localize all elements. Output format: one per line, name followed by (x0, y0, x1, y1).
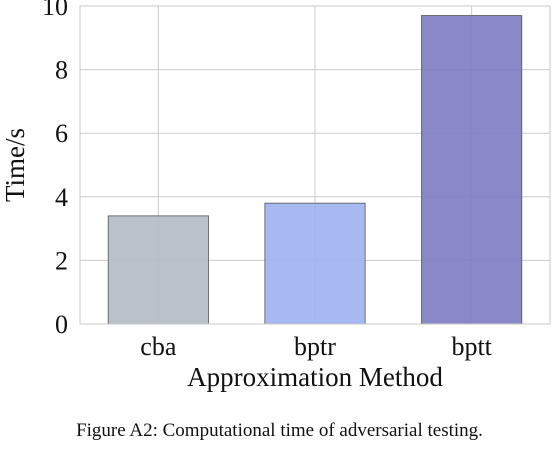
bars (107, 15, 523, 325)
y-axis-label: Time/s (0, 128, 30, 202)
bar-bptt (421, 15, 523, 325)
bar-chart: 0 2 4 6 8 10 cba bptr bptt Approximation Method… (0, 0, 551, 392)
x-tick-label: bptr (294, 332, 336, 361)
y-tick-label: 6 (55, 119, 68, 148)
y-tick-label: 0 (55, 310, 68, 339)
plot-frame (79, 5, 551, 325)
y-tick-labels: 0 2 4 6 8 10 (42, 0, 68, 339)
bar-cba (107, 215, 209, 325)
chart-canvas: 0 2 4 6 8 10 cba bptr bptt Approximation Method… (0, 0, 551, 392)
x-axis-label: Approximation Method (187, 362, 443, 392)
y-tick-label: 10 (42, 0, 68, 21)
figure-caption: Figure A2: Computational time of adversa… (76, 420, 483, 441)
x-tick-labels: cba bptr bptt (140, 332, 492, 361)
y-tick-label: 4 (55, 183, 68, 212)
y-tick-label: 8 (55, 56, 68, 85)
x-tick-label: cba (140, 332, 177, 361)
x-tick-label: bptt (451, 332, 492, 361)
bar-bptr (264, 202, 366, 325)
y-tick-label: 2 (55, 246, 68, 275)
